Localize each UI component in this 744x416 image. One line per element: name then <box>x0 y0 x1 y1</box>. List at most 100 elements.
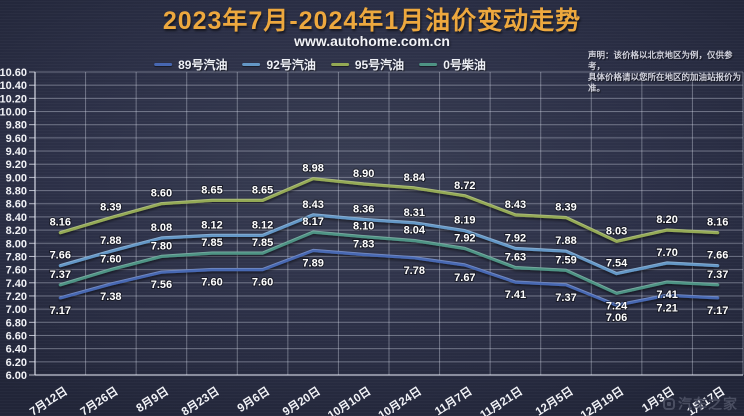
svg-text:6.20: 6.20 <box>6 357 27 369</box>
svg-text:8.43: 8.43 <box>302 199 323 211</box>
svg-text:6.80: 6.80 <box>6 317 27 329</box>
svg-text:7.89: 7.89 <box>302 258 323 270</box>
svg-text:8.19: 8.19 <box>454 215 475 227</box>
svg-text:7.67: 7.67 <box>454 272 475 284</box>
svg-text:11月21日: 11月21日 <box>478 385 525 416</box>
svg-text:7.88: 7.88 <box>100 235 121 247</box>
svg-text:8.39: 8.39 <box>555 202 576 214</box>
svg-text:6.00: 6.00 <box>6 370 27 382</box>
svg-text:9.00: 9.00 <box>6 172 27 184</box>
disclaimer-line-2: 具体价格请以您所在地区的加油站报价为准。 <box>588 72 742 93</box>
svg-text:8.12: 8.12 <box>201 219 222 231</box>
legend-item-0: 89号汽油 <box>154 56 227 73</box>
gridlines <box>29 71 744 376</box>
svg-text:9月20日: 9月20日 <box>280 385 322 416</box>
svg-text:9.20: 9.20 <box>6 159 27 171</box>
svg-text:8.31: 8.31 <box>404 207 425 219</box>
svg-text:7.85: 7.85 <box>252 237 273 249</box>
svg-text:7.83: 7.83 <box>353 238 374 250</box>
series-line-3 <box>58 230 720 295</box>
legend-item-2: 95号汽油 <box>330 56 404 73</box>
svg-text:7月26日: 7月26日 <box>78 385 120 416</box>
disclaimer-line-1: 声明：该价格以北京地区为例，仅供参考， <box>588 50 733 71</box>
svg-text:8.03: 8.03 <box>606 225 627 237</box>
chart-legend: 89号汽油 92号汽油 95号汽油 0号柴油 <box>154 56 486 73</box>
x-axis-labels: 7月12日 7月26日 8月9日 8月23日 9月6日 9月20日 10月10日 10月24日… <box>27 385 727 416</box>
svg-text:12月5日: 12月5日 <box>533 385 575 416</box>
svg-text:11月7日: 11月7日 <box>433 385 475 416</box>
svg-text:7.20: 7.20 <box>6 291 27 303</box>
svg-text:6.60: 6.60 <box>6 330 27 342</box>
svg-text:8.39: 8.39 <box>100 202 121 214</box>
svg-text:7.66: 7.66 <box>50 250 71 262</box>
svg-text:7.59: 7.59 <box>555 254 576 266</box>
legend-dash-icon <box>154 62 173 67</box>
svg-text:7.92: 7.92 <box>454 233 475 245</box>
svg-text:10.00: 10.00 <box>0 107 27 119</box>
legend-item-1: 92号汽油 <box>242 56 316 73</box>
svg-text:8.43: 8.43 <box>505 199 526 211</box>
svg-text:10.20: 10.20 <box>0 93 27 105</box>
svg-text:8.98: 8.98 <box>302 163 323 175</box>
svg-text:7.88: 7.88 <box>555 235 576 247</box>
legend-label: 92号汽油 <box>266 58 316 72</box>
svg-text:8月9日: 8月9日 <box>134 385 171 415</box>
svg-text:9.80: 9.80 <box>6 120 27 132</box>
svg-text:8.36: 8.36 <box>353 204 374 216</box>
svg-text:8.12: 8.12 <box>252 219 273 231</box>
svg-text:7.54: 7.54 <box>606 258 628 270</box>
svg-text:7.41: 7.41 <box>656 289 677 301</box>
svg-text:8.65: 8.65 <box>252 184 273 196</box>
svg-text:8.40: 8.40 <box>6 212 27 224</box>
svg-text:7.37: 7.37 <box>555 292 576 304</box>
legend-label: 0号柴油 <box>443 58 486 72</box>
svg-text:7.80: 7.80 <box>151 240 172 252</box>
y-axis-labels: 6.006.206.40 6.606.807.007.207.407.60 7.80… <box>0 67 27 382</box>
svg-text:7.37: 7.37 <box>50 269 71 281</box>
svg-text:7.17: 7.17 <box>50 305 71 317</box>
legend-dash-icon <box>330 62 349 67</box>
svg-text:8月23日: 8月23日 <box>179 385 221 416</box>
svg-text:7.38: 7.38 <box>100 291 121 303</box>
legend-dash-icon <box>242 62 261 67</box>
series-line-0 <box>58 248 720 307</box>
svg-text:9.40: 9.40 <box>6 146 27 158</box>
legend-label: 89号汽油 <box>178 58 228 72</box>
svg-text:8.20: 8.20 <box>656 214 677 226</box>
svg-text:8.00: 8.00 <box>6 238 27 250</box>
svg-text:8.16: 8.16 <box>707 217 728 229</box>
svg-text:7.60: 7.60 <box>100 254 121 266</box>
legend-item-3: 0号柴油 <box>419 56 486 73</box>
svg-text:7.21: 7.21 <box>656 302 677 314</box>
svg-text:10.40: 10.40 <box>0 80 27 92</box>
svg-text:8.10: 8.10 <box>353 221 374 233</box>
data-labels: 7.17 7.38 7.56 7.60 7.60 7.89 7.83 7.78 7.67 7.41… <box>49 162 730 325</box>
svg-text:9.60: 9.60 <box>6 133 27 145</box>
svg-text:8.17: 8.17 <box>302 216 323 228</box>
svg-text:8.90: 8.90 <box>353 168 374 180</box>
svg-text:7.41: 7.41 <box>505 289 526 301</box>
series-line-1 <box>58 213 720 276</box>
svg-text:8.80: 8.80 <box>6 186 27 198</box>
svg-text:7.70: 7.70 <box>656 247 677 259</box>
svg-text:7.60: 7.60 <box>201 277 222 289</box>
disclaimer-note: 声明：该价格以北京地区为例，仅供参考， 具体价格请以您所在地区的加油站报价为准。 <box>588 50 741 94</box>
svg-text:7.56: 7.56 <box>151 279 172 291</box>
svg-text:10月24日: 10月24日 <box>376 385 424 416</box>
page-title: 2023年7月-2024年1月油价变动走势 <box>162 7 582 35</box>
svg-text:8.65: 8.65 <box>201 184 222 196</box>
series-line-2 <box>58 176 720 243</box>
svg-text:7.66: 7.66 <box>707 250 728 262</box>
svg-text:7.60: 7.60 <box>6 265 27 277</box>
svg-text:12月19日: 12月19日 <box>578 385 626 416</box>
svg-text:7.40: 7.40 <box>6 278 27 290</box>
svg-text:10月10日: 10月10日 <box>326 385 374 416</box>
svg-text:6.40: 6.40 <box>6 344 27 356</box>
svg-text:7.92: 7.92 <box>505 233 526 245</box>
svg-text:7.06: 7.06 <box>606 312 627 324</box>
svg-text:8.16: 8.16 <box>50 217 71 229</box>
watermark-text: 汽车之家 <box>678 396 738 412</box>
legend-dash-icon <box>419 62 438 67</box>
